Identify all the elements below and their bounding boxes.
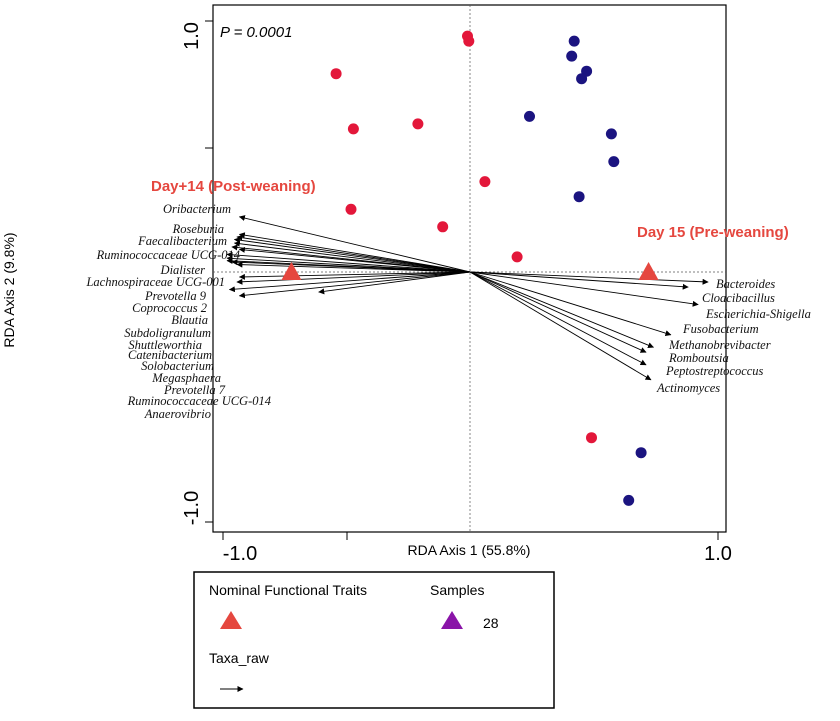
taxon-arrow: [238, 232, 471, 273]
y-tick-label-min: -1.0: [181, 491, 203, 525]
trait-label-pre-weaning: Day 15 (Pre-weaning): [637, 224, 789, 241]
legend-frame: [193, 571, 555, 709]
taxon-arrow: [469, 271, 654, 348]
taxon-arrow: [469, 271, 689, 290]
p-value-annotation: P = 0.0001: [220, 24, 292, 41]
taxon-label: Cloacibacillus: [702, 291, 775, 305]
sample-point-red: [330, 68, 342, 80]
taxon-arrow: [228, 271, 471, 293]
taxon-label: Dialister: [160, 263, 206, 277]
sample-point-red: [437, 221, 449, 233]
legend-samples-count: 28: [483, 615, 499, 631]
taxon-label: Romboutsia: [668, 351, 729, 365]
taxon-label: Anaerovibrio: [144, 407, 211, 421]
sample-point-navy: [524, 110, 535, 122]
taxon-label: Ruminococcaceae UCG-014: [127, 394, 271, 408]
legend-taxa-title: Taxa_raw: [209, 650, 270, 666]
plot-frame: [212, 4, 727, 533]
legend-sample-marker: [441, 611, 463, 629]
taxa-labels-left: Oribacterium Roseburia Faecalibacterium …: [85, 202, 271, 421]
y-tick-label-max: 1.0: [181, 22, 203, 50]
taxon-label: Solobacterium: [141, 359, 214, 373]
taxa-arrows: [226, 215, 709, 381]
sample-point-navy: [608, 156, 620, 168]
taxon-label: Shuttleworthia: [128, 338, 202, 352]
sample-point-red: [345, 203, 357, 215]
sample-point-red: [511, 251, 523, 263]
taxon-label: Ruminococcaceae UCG-014: [96, 248, 240, 262]
sample-point-navy: [573, 191, 585, 203]
taxon-arrow: [238, 215, 471, 273]
x-axis-title: RDA Axis 1 (55.8%): [408, 542, 531, 558]
x-tick-label-min: -1.0: [223, 543, 257, 565]
taxon-label: Catenibacterium: [128, 348, 212, 362]
sample-point-navy: [576, 73, 588, 85]
taxon-arrow: [236, 234, 471, 273]
sample-points: [330, 30, 647, 506]
sample-point-navy: [623, 494, 635, 506]
taxon-label: Prevotella 9: [144, 289, 207, 303]
sample-point-red: [479, 176, 491, 188]
taxon-label: Prevotella 7: [163, 383, 226, 397]
sample-point-navy: [566, 50, 578, 62]
taxon-arrow: [469, 271, 647, 353]
taxon-label: Roseburia: [172, 222, 224, 236]
taxon-arrow: [318, 271, 471, 295]
taxon-arrow: [236, 261, 471, 273]
taxon-label: Peptostreptococcus: [665, 364, 764, 378]
trait-triangle: [638, 262, 659, 280]
taxon-label: Bacteroides: [716, 277, 775, 291]
taxon-arrow: [469, 271, 699, 307]
sample-point-red: [463, 35, 475, 47]
taxon-arrow: [233, 237, 471, 273]
legend: Nominal Functional Traits Samples 28 Tax…: [193, 571, 555, 709]
taxon-arrow: [238, 271, 471, 299]
x-tick-label-max: 1.0: [704, 543, 732, 565]
taxon-arrow: [469, 271, 672, 337]
taxon-label: Lachnospiraceae UCG-001: [85, 275, 225, 289]
taxon-label: Coprococcus 2: [132, 301, 207, 315]
trait-markers: [281, 262, 659, 280]
legend-samples-title: Samples: [430, 582, 484, 598]
legend-traits-title: Nominal Functional Traits: [209, 582, 367, 598]
taxon-label: Actinomyces: [656, 381, 720, 395]
taxon-arrow: [233, 240, 471, 273]
taxon-label: Methanobrevibacter: [668, 338, 771, 352]
taxon-label: Megasphaera: [151, 371, 221, 385]
taxon-arrow: [469, 271, 652, 381]
taxon-label: Fusobacterium: [682, 322, 759, 336]
sample-point-navy: [605, 128, 617, 140]
sample-point-navy: [635, 447, 647, 459]
taxon-label: Oribacterium: [163, 202, 231, 216]
taxon-arrow: [226, 251, 471, 273]
taxon-label: Faecalibacterium: [137, 234, 227, 248]
sample-point-navy: [568, 35, 580, 47]
legend-trait-marker: [220, 611, 242, 629]
taxon-label: Blautia: [171, 313, 208, 327]
taxon-label: Escherichia-Shigella: [705, 307, 811, 321]
taxon-label: Subdoligranulum: [124, 326, 211, 340]
trait-label-post-weaning: Day+14 (Post-weaning): [151, 178, 316, 195]
taxon-arrow: [469, 271, 647, 366]
taxon-arrow: [469, 271, 709, 285]
taxon-arrow: [238, 271, 471, 280]
sample-point-red: [412, 118, 424, 130]
sample-point-red: [586, 432, 597, 444]
taxon-arrow: [236, 271, 471, 285]
y-axis-title: RDA Axis 2 (9.8%): [1, 232, 17, 347]
taxa-labels-right: Bacteroides Cloacibacillus Escherichia-S…: [656, 277, 811, 395]
taxon-arrow: [238, 246, 471, 273]
sample-point-red: [347, 123, 359, 135]
trait-triangle: [281, 262, 302, 280]
